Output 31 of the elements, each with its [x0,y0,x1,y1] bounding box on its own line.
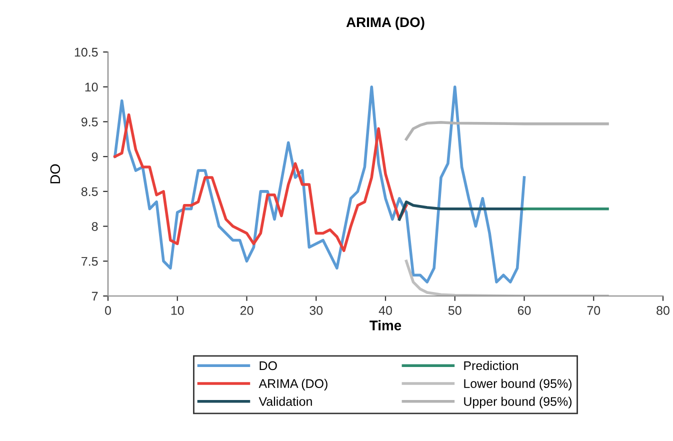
legend-label: Upper bound (95%) [464,396,572,408]
x-axis-title: Time [370,320,402,330]
legend-label: DO [260,361,277,370]
y-tick-label: 10.5 [74,48,98,57]
x-tick-label: 40 [378,306,392,315]
y-tick-label: 7.5 [82,257,98,266]
x-tick-label: 20 [240,306,254,315]
x-tick-label: 0 [105,306,111,315]
x-tick-label: 80 [656,306,670,315]
line-series [114,113,408,252]
x-tick-label: 70 [587,306,600,315]
x-tick-label: 60 [518,306,531,315]
y-tick-label: 8.5 [81,187,98,196]
legend-label: Lower bound (95%) [464,378,572,390]
y-tick-label: 9 [92,152,98,162]
y-tick-label: 8 [92,222,98,231]
legend-label: Validation [258,396,312,406]
chart-title: ARIMA (DO) [346,16,424,30]
x-tick-label: 50 [448,306,462,315]
y-tick-label: 10 [85,82,98,92]
legend-label: ARIMA (DO) [258,378,328,390]
y-tick-label: 7 [92,292,98,301]
x-tick-label: 10 [171,306,184,315]
line-series [404,121,609,141]
y-axis-title: DO [50,164,60,184]
x-tick-label: 30 [310,306,323,315]
line-series [114,85,526,284]
line-series [404,260,609,296]
line-series [398,200,526,221]
legend-label: Prediction [464,360,518,370]
y-tick-label: 9.5 [81,118,98,126]
